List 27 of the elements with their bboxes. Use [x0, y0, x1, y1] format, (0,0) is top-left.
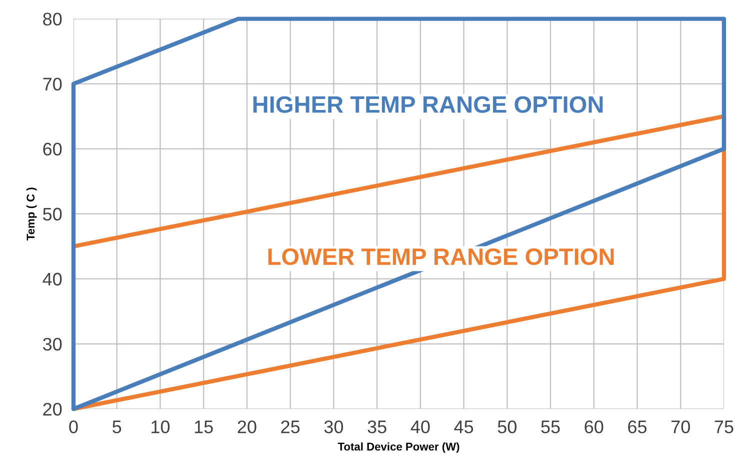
x-tick-label: 50	[498, 420, 516, 434]
x-tick-label: 70	[671, 420, 690, 434]
y-axis-title: Temp ( C )	[26, 188, 37, 240]
x-tick-label: 5	[112, 420, 122, 434]
x-tick-label: 10	[152, 420, 170, 434]
x-tick-label: 45	[454, 420, 474, 434]
annotation: LOWER TEMP RANGE OPTION	[268, 248, 614, 266]
y-tick-label: 80	[43, 12, 62, 26]
x-tick-label: 30	[324, 420, 344, 434]
y-tick-label: 60	[43, 142, 62, 156]
x-tick-label: 75	[714, 420, 734, 434]
y-tick-label: 70	[43, 78, 62, 91]
y-tick-label: 30	[42, 338, 62, 351]
x-tick-label: 0	[69, 420, 78, 434]
x-tick-label: 15	[194, 420, 213, 434]
x-tick-label: 25	[281, 420, 300, 434]
y-tick-label: 40	[42, 272, 62, 286]
x-tick-label: 65	[628, 420, 647, 434]
y-tick-label: 50	[43, 208, 62, 221]
x-tick-label: 35	[368, 420, 386, 434]
x-axis-title: Total Device Power (W)	[338, 442, 460, 453]
x-tick-label: 55	[541, 420, 560, 434]
x-tick-label: 20	[238, 420, 256, 434]
x-tick-label: 60	[584, 420, 604, 434]
y-tick-label: 20	[43, 402, 62, 416]
x-tick-label: 40	[410, 420, 430, 434]
annotation: HIGHER TEMP RANGE OPTION	[253, 96, 603, 113]
